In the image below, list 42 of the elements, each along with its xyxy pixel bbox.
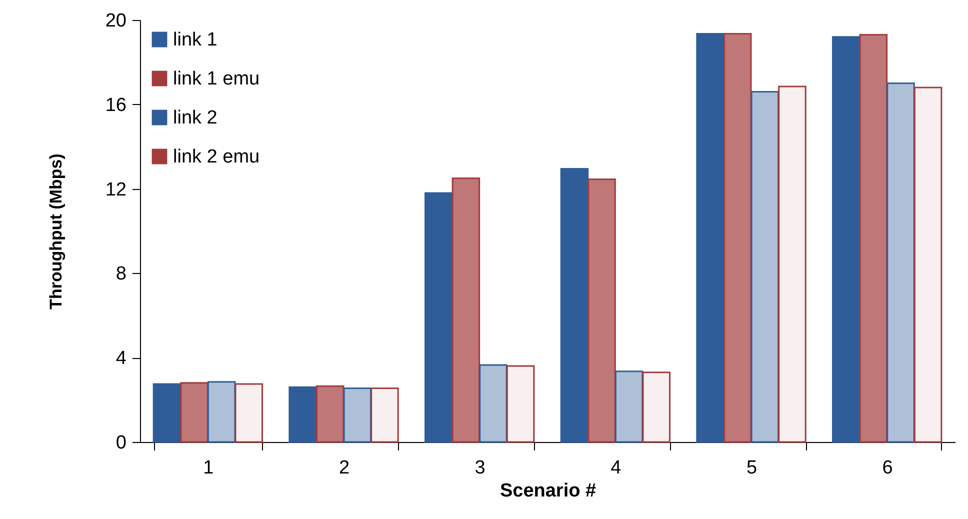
bar bbox=[750, 90, 780, 443]
bar bbox=[642, 372, 670, 443]
x-tick-label: 3 bbox=[474, 458, 486, 478]
legend-label: link 1 bbox=[173, 30, 218, 50]
bar bbox=[180, 382, 208, 443]
bar bbox=[234, 383, 263, 443]
bar bbox=[832, 36, 860, 443]
y-tick-label: 16 bbox=[105, 94, 126, 116]
legend-label: link 1 emu bbox=[173, 68, 260, 90]
x-tick-label: 1 bbox=[203, 458, 214, 478]
x-tick-label: 6 bbox=[882, 458, 893, 478]
bar bbox=[886, 82, 915, 443]
x-tick-label: 4 bbox=[610, 458, 622, 478]
bar bbox=[723, 32, 752, 443]
bar bbox=[859, 34, 888, 443]
bar bbox=[914, 86, 942, 443]
bar bbox=[316, 385, 344, 443]
legend-label: link 2 bbox=[173, 108, 218, 128]
y-tick-label: 20 bbox=[105, 10, 126, 32]
bar bbox=[207, 381, 236, 443]
bar bbox=[614, 370, 644, 443]
bar bbox=[343, 387, 372, 443]
y-tick-label: 0 bbox=[116, 432, 126, 454]
y-tick-label: 12 bbox=[105, 179, 126, 200]
bar bbox=[288, 386, 317, 443]
bar bbox=[588, 178, 616, 443]
y-tick-label: 4 bbox=[116, 348, 127, 370]
bar bbox=[696, 32, 724, 443]
bar bbox=[506, 365, 535, 443]
x-axis-title: Scenario # bbox=[500, 480, 596, 502]
bar bbox=[452, 178, 480, 443]
y-tick-label: 8 bbox=[116, 264, 126, 285]
bar bbox=[560, 168, 589, 443]
legend-label: link 2 emu bbox=[173, 146, 260, 168]
x-tick-label: 5 bbox=[746, 458, 758, 478]
bar bbox=[424, 192, 453, 443]
bar bbox=[370, 387, 399, 443]
bar bbox=[479, 364, 508, 443]
y-axis-title: Throughput (Mbps) bbox=[46, 154, 66, 310]
bar bbox=[152, 383, 182, 443]
x-tick-label: 2 bbox=[338, 458, 350, 478]
bar bbox=[778, 86, 806, 443]
